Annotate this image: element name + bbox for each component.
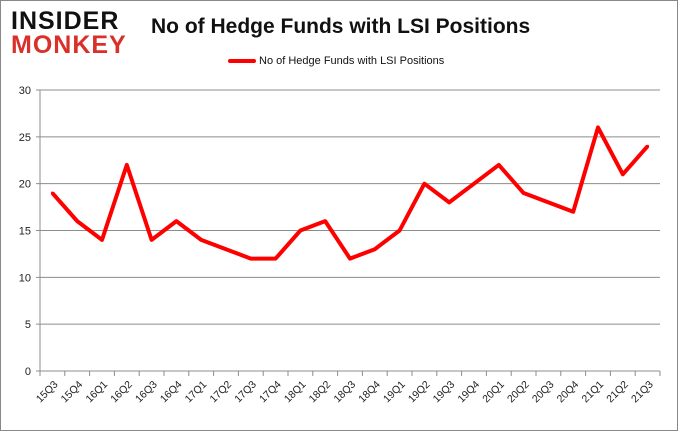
data-point bbox=[373, 247, 377, 251]
data-point bbox=[546, 200, 550, 204]
legend-label: No of Hedge Funds with LSI Positions bbox=[259, 55, 445, 67]
data-point bbox=[125, 163, 129, 167]
y-tick-label: 10 bbox=[19, 272, 31, 284]
x-tick-label: 17Q1 bbox=[183, 379, 210, 406]
x-tick-label: 18Q3 bbox=[331, 379, 358, 406]
x-tick-label: 16Q3 bbox=[133, 379, 160, 406]
y-tick-label: 15 bbox=[19, 226, 31, 238]
y-tick-label: 5 bbox=[25, 319, 31, 331]
x-tick-label: 16Q1 bbox=[83, 379, 110, 406]
x-tick-label: 16Q4 bbox=[158, 379, 185, 406]
y-tick-label: 20 bbox=[19, 179, 31, 191]
data-point bbox=[596, 125, 600, 129]
series-line bbox=[50, 125, 650, 261]
data-point bbox=[522, 191, 526, 195]
data-point bbox=[447, 200, 451, 204]
legend: No of Hedge Funds with LSI Positions bbox=[228, 55, 444, 67]
data-point bbox=[50, 191, 54, 195]
x-tick-label: 20Q4 bbox=[555, 379, 582, 406]
insider-monkey-logo: INSIDER MONKEY bbox=[11, 7, 127, 59]
data-point bbox=[497, 163, 501, 167]
chart-title: No of Hedge Funds with LSI Positions bbox=[151, 15, 531, 38]
x-tick-label: 15Q3 bbox=[34, 379, 61, 406]
data-point bbox=[249, 257, 253, 261]
x-tick-label: 21Q3 bbox=[629, 379, 656, 406]
data-point bbox=[348, 257, 352, 261]
y-tick-label: 25 bbox=[19, 132, 31, 144]
x-tick-label: 18Q1 bbox=[282, 379, 309, 406]
data-point bbox=[422, 182, 426, 186]
data-point bbox=[323, 219, 327, 223]
data-point bbox=[224, 247, 228, 251]
x-tick-label: 15Q4 bbox=[59, 379, 86, 406]
y-tick-label: 0 bbox=[25, 366, 31, 378]
data-point bbox=[100, 238, 104, 242]
x-tick-label: 16Q2 bbox=[108, 379, 135, 406]
data-point bbox=[472, 182, 476, 186]
x-tick-label: 20Q2 bbox=[505, 379, 532, 406]
x-tick-label: 18Q2 bbox=[307, 379, 334, 406]
y-tick-label: 30 bbox=[19, 85, 31, 97]
data-point bbox=[150, 238, 154, 242]
data-point bbox=[646, 144, 650, 148]
x-tick-label: 18Q4 bbox=[356, 379, 383, 406]
x-tick-label: 19Q1 bbox=[381, 379, 408, 406]
x-tick-label: 19Q3 bbox=[431, 379, 458, 406]
data-point bbox=[398, 229, 402, 232]
x-tick-label: 21Q1 bbox=[579, 379, 606, 406]
x-tick-label: 19Q2 bbox=[406, 379, 433, 406]
x-tick-label: 20Q1 bbox=[480, 379, 507, 406]
x-tick-label: 17Q3 bbox=[232, 379, 259, 406]
data-point bbox=[621, 172, 625, 176]
x-tick-label: 21Q2 bbox=[604, 379, 631, 406]
x-tick-label: 20Q3 bbox=[530, 379, 557, 406]
data-point bbox=[571, 210, 575, 214]
logo-line1: INSIDER bbox=[11, 7, 120, 35]
x-tick-label: 17Q4 bbox=[257, 379, 284, 406]
data-point bbox=[298, 229, 302, 232]
legend-swatch bbox=[228, 59, 256, 63]
data-point bbox=[174, 219, 178, 223]
data-point bbox=[75, 219, 79, 223]
data-point bbox=[199, 238, 203, 242]
logo-line2: MONKEY bbox=[11, 31, 127, 59]
x-tick-label: 17Q2 bbox=[207, 379, 234, 406]
data-point bbox=[274, 257, 278, 261]
x-tick-label: 19Q4 bbox=[455, 379, 482, 406]
